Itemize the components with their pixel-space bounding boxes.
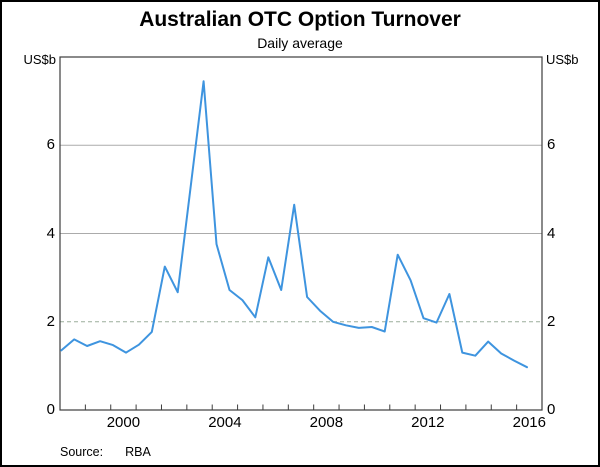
- x-tick-label: 2008: [309, 414, 344, 431]
- y-tick-label-left: 0: [46, 401, 55, 418]
- chart-subtitle: Daily average: [257, 35, 343, 51]
- y-tick-label-right: 2: [547, 312, 556, 330]
- source-value: RBA: [125, 445, 151, 459]
- x-tick-label: 2004: [208, 414, 242, 431]
- x-tick-label: 2000: [106, 414, 141, 431]
- y-tick-label-left: 6: [46, 136, 55, 154]
- x-tick-label: 2012: [411, 414, 445, 431]
- y-axis-unit-right: US$b: [546, 52, 579, 67]
- plot-border: [59, 56, 543, 411]
- source-label: Source:: [60, 445, 104, 459]
- x-tick-label: 2016: [512, 414, 546, 431]
- y-tick-label-right: 0: [547, 401, 556, 418]
- data-line: [60, 80, 528, 369]
- y-tick-label-left: 4: [46, 224, 55, 242]
- chart-title: Australian OTC Option Turnover: [139, 8, 461, 31]
- y-tick-label-left: 2: [46, 312, 55, 330]
- y-axis-unit-left: US$b: [23, 52, 56, 67]
- y-tick-label-right: 4: [547, 224, 556, 242]
- source-row: Source: RBA: [60, 445, 151, 459]
- y-tick-label-right: 6: [547, 136, 556, 154]
